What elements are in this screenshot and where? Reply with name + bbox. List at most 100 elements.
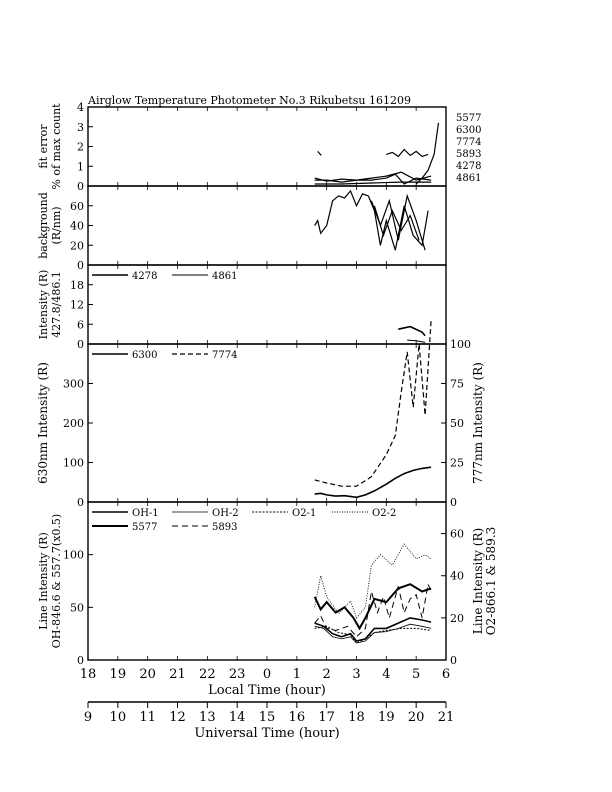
ut-tick-label: 16 — [289, 710, 306, 725]
x-tick-label: 22 — [199, 667, 216, 682]
x-tick-label: 19 — [110, 667, 127, 682]
series-line-4861 — [407, 339, 426, 343]
series-line-6300 — [314, 466, 432, 499]
series-line-background-1 — [367, 195, 429, 251]
x-tick-label: 0 — [263, 667, 271, 682]
panel-frame-background — [87, 185, 447, 266]
ut-tick-label: 19 — [378, 710, 395, 725]
legend-label: 4861 — [212, 271, 237, 282]
y-tick-label: 0 — [77, 338, 84, 351]
x-tick-label: 18 — [80, 667, 97, 682]
panel-frame-intensity_630_777 — [87, 343, 447, 503]
ut-tick-label: 15 — [259, 710, 276, 725]
legend-label: 5893 — [212, 522, 237, 533]
x-tick-label: 23 — [229, 667, 246, 682]
right-legend-label: 5577 — [456, 113, 481, 124]
ut-tick-label: 14 — [229, 710, 246, 725]
y-right-tick-label: 0 — [450, 496, 457, 509]
ut-tick-label: 18 — [348, 710, 365, 725]
y-axis-label: (R/nm) — [50, 206, 63, 244]
x-tick-label: 20 — [139, 667, 156, 682]
y-right-axis-label: O2-866.1 & 589.3 — [484, 527, 498, 636]
series-line-background-0 — [314, 189, 369, 235]
y-right-tick-label: 100 — [450, 338, 471, 351]
y-tick-label: 200 — [63, 417, 84, 430]
series-line-O2-1 — [314, 625, 432, 644]
x-tick-label: 1 — [293, 667, 301, 682]
y-tick-label: 3 — [77, 121, 84, 134]
series-line-4278 — [398, 325, 426, 337]
y-axis-label: 630nm Intensity (R) — [36, 362, 50, 484]
legend-label: O2-2 — [372, 508, 396, 519]
x-axis-label: Local Time (hour) — [208, 683, 326, 698]
y-tick-label: 60 — [70, 200, 84, 213]
y-axis-label: Intensity (R) — [37, 270, 50, 340]
right-legend-label: 7774 — [456, 137, 481, 148]
y-tick-label: 50 — [70, 601, 84, 614]
ut-tick-label: 13 — [199, 710, 216, 725]
ut-tick-label: 12 — [169, 710, 186, 725]
y-tick-label: 18 — [70, 279, 84, 292]
y-right-tick-label: 20 — [450, 612, 464, 625]
legend-label: O2-1 — [292, 508, 316, 519]
series-line-fit_error-3 — [314, 173, 432, 185]
x-tick-label: 4 — [382, 667, 390, 682]
y-tick-label: 2 — [77, 141, 84, 154]
y-tick-label: 12 — [70, 299, 84, 312]
y-tick-label: 1 — [77, 160, 84, 173]
x-tick-label: 5 — [412, 667, 420, 682]
y-tick-label: 300 — [63, 378, 84, 391]
series-line-O2-2 — [314, 543, 432, 619]
ut-axis-label: Universal Time (hour) — [194, 726, 339, 741]
y-axis-label: 427.8/486.1 — [50, 271, 63, 338]
y-axis-label: Line Intensity (R) — [37, 532, 50, 630]
series-line-5577 — [313, 583, 432, 631]
series-line-5893 — [314, 582, 432, 638]
ut-tick-label: 21 — [438, 710, 455, 725]
legend-label: 7774 — [212, 350, 237, 361]
y-right-tick-label: 40 — [450, 570, 464, 583]
legend-label: 4278 — [132, 271, 157, 282]
x-tick-label: 6 — [442, 667, 450, 682]
ut-tick-label: 11 — [139, 710, 156, 725]
ut-tick-label: 10 — [110, 710, 127, 725]
y-axis-label: fit error — [37, 124, 50, 169]
y-axis-label: OH-846.6 & 557.7(x0.5) — [50, 514, 63, 648]
series-line-OH-2 — [314, 623, 432, 644]
x-tick-label: 2 — [323, 667, 331, 682]
chart-title: Airglow Temperature Photometer No.3 Riku… — [87, 94, 411, 107]
legend-label: OH-1 — [132, 508, 159, 519]
y-tick-label: 20 — [70, 239, 84, 252]
ut-tick-label: 20 — [408, 710, 425, 725]
y-tick-label: 4 — [77, 101, 84, 114]
y-right-axis-label: 777nm Intensity (R) — [471, 362, 485, 484]
y-axis-label: background — [37, 192, 50, 259]
right-legend-label: 5893 — [456, 149, 481, 160]
y-right-tick-label: 50 — [450, 417, 464, 430]
y-right-tick-label: 0 — [450, 654, 457, 667]
y-tick-label: 0 — [77, 259, 84, 272]
right-legend-label: 4278 — [456, 161, 481, 172]
legend-label: 6300 — [132, 350, 157, 361]
y-axis-label: % of max count — [50, 103, 63, 190]
series-line-fit_error-5 — [415, 122, 440, 185]
legend-label: 5577 — [132, 522, 157, 533]
series-line-fit_error-1 — [386, 148, 429, 158]
legend-label: OH-2 — [212, 508, 239, 519]
right-legend-label: 4861 — [456, 173, 481, 184]
y-tick-label: 40 — [70, 220, 84, 233]
series-line-fit_error-0 — [317, 150, 322, 156]
series-line-7774 — [314, 320, 432, 487]
y-right-tick-label: 25 — [450, 457, 464, 470]
ut-tick-label: 17 — [318, 710, 335, 725]
y-tick-label: 100 — [63, 549, 84, 562]
y-tick-label: 100 — [63, 457, 84, 470]
y-right-axis-label: Line Intensity (R) — [471, 528, 485, 634]
right-legend-label: 6300 — [456, 125, 481, 136]
x-tick-label: 21 — [169, 667, 186, 682]
y-right-tick-label: 75 — [450, 378, 464, 391]
y-tick-label: 0 — [77, 654, 84, 667]
x-tick-label: 3 — [352, 667, 360, 682]
y-right-tick-label: 60 — [450, 528, 464, 541]
